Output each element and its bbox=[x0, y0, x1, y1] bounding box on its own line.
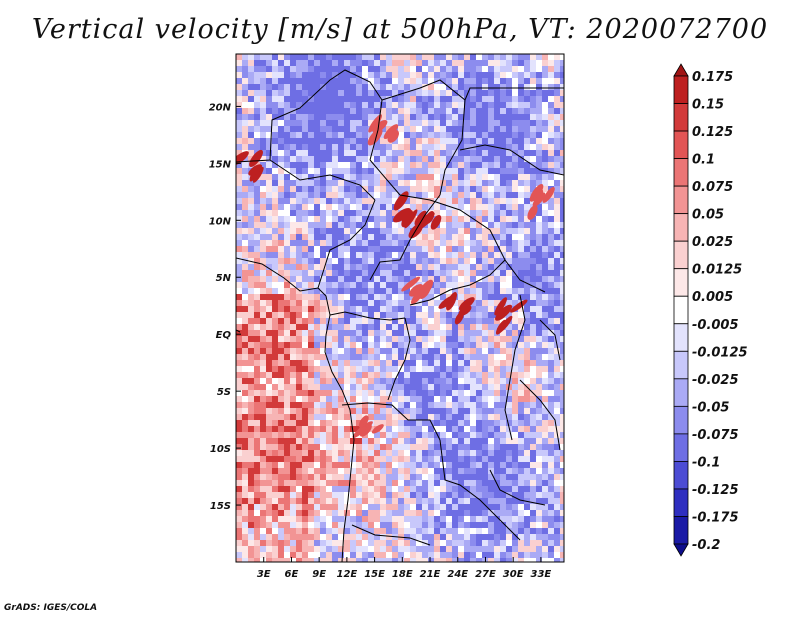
colorbar-swatch bbox=[673, 433, 689, 462]
colorbar-swatch bbox=[673, 295, 689, 325]
colorbar-swatch bbox=[673, 543, 689, 557]
border-line bbox=[369, 159, 546, 293]
colorbar-swatch bbox=[673, 378, 689, 407]
lon-tick-label: 21E bbox=[420, 569, 441, 580]
colorbar-label: 0.05 bbox=[692, 208, 724, 223]
colorbar-label: -0.075 bbox=[692, 428, 739, 443]
border-line bbox=[489, 469, 546, 506]
lon-tick-label: 6E bbox=[285, 569, 299, 580]
colorbar-label: 0.005 bbox=[692, 290, 733, 305]
map-frame bbox=[235, 53, 565, 563]
colorbar-label: 0.15 bbox=[692, 98, 724, 113]
lat-tick-label: 15S bbox=[210, 501, 231, 512]
lon-tick-label: 18E bbox=[392, 569, 413, 580]
colorbar-label: -0.025 bbox=[692, 373, 739, 388]
border-line bbox=[459, 144, 564, 176]
lat-tick-label: 5S bbox=[217, 387, 231, 398]
lat-tick-label: 20N bbox=[209, 102, 232, 113]
colorbar-swatch bbox=[673, 130, 689, 159]
colorbar-label: -0.1 bbox=[692, 455, 720, 470]
colorbar-label: -0.125 bbox=[692, 483, 739, 498]
colorbar-swatch bbox=[673, 213, 689, 242]
grads-credit: GrADS: IGES/COLA bbox=[4, 603, 98, 613]
colorbar-swatch bbox=[673, 158, 689, 187]
border-line bbox=[439, 439, 521, 541]
colorbar-swatch bbox=[673, 240, 689, 270]
lon-tick-label: 3E bbox=[257, 569, 271, 580]
velocity-field bbox=[236, 54, 564, 562]
colorbar-swatch bbox=[673, 350, 689, 380]
border-line bbox=[519, 379, 561, 451]
colorbar-swatch bbox=[673, 461, 689, 490]
border-line bbox=[341, 402, 441, 441]
border-line bbox=[409, 259, 506, 306]
colorbar-swatch bbox=[673, 488, 689, 517]
border-line bbox=[269, 159, 376, 201]
border-line bbox=[236, 329, 241, 333]
colorbar-label: -0.175 bbox=[692, 510, 739, 525]
border-line bbox=[464, 87, 564, 101]
colorbar-label: 0.0125 bbox=[692, 263, 742, 278]
border-line bbox=[369, 194, 441, 281]
chart-title: Vertical velocity [m/s] at 500hPa, VT: 2… bbox=[31, 14, 769, 45]
colorbar-label: 0.125 bbox=[692, 125, 733, 140]
colorbar-label: 0.075 bbox=[692, 180, 733, 195]
lat-tick-label: 10S bbox=[210, 444, 231, 455]
colorbar-swatch bbox=[673, 516, 689, 545]
lat-tick-label: 5N bbox=[216, 273, 232, 284]
colorbar-swatch bbox=[673, 103, 689, 132]
colorbar-swatch bbox=[673, 323, 689, 352]
lat-tick-label: 15N bbox=[209, 159, 232, 170]
border-line bbox=[387, 317, 411, 401]
colorbar: 0.175 0.15 0.125 0.1 0.075 0.05 0.025 0.0125 0.0… bbox=[673, 63, 748, 557]
lon-tick-label: 9E bbox=[312, 569, 326, 580]
lon-tick-label: 33E bbox=[531, 569, 552, 580]
country-borders bbox=[236, 69, 564, 562]
lon-tick-label: 12E bbox=[336, 569, 357, 580]
colorbar-label: -0.0125 bbox=[692, 345, 748, 360]
lon-tick-label: 15E bbox=[364, 569, 385, 580]
border-line bbox=[317, 199, 376, 289]
border-line bbox=[351, 524, 431, 546]
map-axes: 3E 6E 9E 12E 15E 18E 21E 24E 27E 30E 33E 20N 15N 10N 5… bbox=[209, 102, 552, 580]
border-line bbox=[236, 69, 383, 163]
colorbar-label: 0.1 bbox=[692, 153, 715, 168]
colorbar-label: 0.025 bbox=[692, 235, 733, 250]
border-line bbox=[539, 319, 561, 361]
border-line bbox=[236, 257, 355, 562]
colorbar-swatch bbox=[673, 185, 689, 215]
lon-tick-label: 30E bbox=[503, 569, 524, 580]
colorbar-swatch bbox=[673, 63, 689, 77]
colorbar-label: 0.175 bbox=[692, 70, 733, 85]
colorbar-swatch bbox=[673, 268, 689, 297]
lon-tick-label: 24E bbox=[447, 569, 468, 580]
colorbar-label: -0.2 bbox=[692, 538, 720, 553]
colorbar-swatch bbox=[673, 75, 689, 104]
colorbar-swatch bbox=[673, 405, 689, 435]
lon-tick-label: 27E bbox=[475, 569, 496, 580]
lat-tick-label: EQ bbox=[216, 330, 232, 341]
lat-tick-label: 10N bbox=[209, 216, 232, 227]
colorbar-label: -0.005 bbox=[692, 318, 739, 333]
border-line bbox=[504, 294, 526, 441]
colorbar-label: -0.05 bbox=[692, 400, 729, 415]
border-line bbox=[329, 311, 406, 321]
